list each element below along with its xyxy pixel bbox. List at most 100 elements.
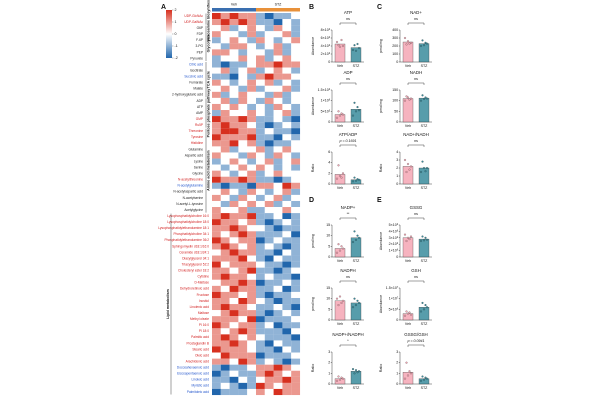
heat-cell: [282, 328, 292, 335]
row-label: Oleic acid: [195, 353, 209, 357]
heat-cell: [264, 328, 274, 335]
data-point: [356, 371, 359, 374]
heat-cell: [291, 134, 301, 141]
heat-cell: [282, 37, 292, 44]
heat-cell: [212, 237, 221, 244]
heat-cell: [282, 225, 292, 232]
colorbar-label: 1: [175, 20, 177, 24]
heat-cell: [212, 255, 221, 262]
heat-cell: [291, 364, 301, 371]
heat-cell: [264, 291, 274, 299]
data-point: [424, 304, 427, 307]
heat-cell: [256, 243, 265, 250]
data-point: [426, 167, 429, 170]
heat-cell: [256, 103, 265, 111]
heat-cell: [256, 231, 265, 238]
heat-cell: [220, 219, 230, 226]
data-point: [420, 379, 423, 382]
heat-cell: [282, 291, 292, 299]
heat-cell: [264, 388, 274, 396]
data-point: [337, 44, 340, 47]
heat-cell: [273, 388, 283, 396]
row-label: ADP: [196, 99, 203, 103]
heat-cell: [256, 382, 265, 389]
heat-cell: [238, 358, 248, 365]
heat-cell: [220, 358, 230, 365]
data-point: [426, 238, 429, 241]
heat-cell: [238, 352, 248, 359]
heat-cell: [247, 328, 257, 335]
data-point: [410, 235, 413, 238]
plot-title: ADP: [343, 70, 352, 75]
x-tick-label: STZ: [353, 64, 361, 68]
row-label: Lysophosphatidylethanolamine 18:1: [158, 226, 209, 230]
data-point: [352, 48, 355, 51]
x-tick-label: STZ: [353, 386, 361, 390]
bar: [334, 248, 346, 258]
heat-cell: [238, 279, 248, 286]
heat-cell: [247, 358, 257, 365]
heat-cell: [256, 194, 265, 202]
heat-cell: [220, 255, 230, 262]
data-point: [355, 179, 358, 182]
heat-cell: [212, 219, 221, 226]
row-label: F-6P: [196, 38, 203, 42]
bar: [334, 378, 346, 385]
y-tick-label: 0: [328, 255, 330, 259]
data-point: [340, 176, 343, 179]
heat-cell: [282, 346, 292, 353]
row-label: Serine: [194, 165, 203, 169]
heat-cell: [238, 370, 248, 377]
data-point: [336, 40, 339, 43]
y-tick-label: 1.5×10⁷: [386, 286, 399, 290]
heat-cell: [212, 370, 221, 377]
data-point: [353, 230, 356, 233]
panel-letter: A: [161, 4, 166, 11]
heat-cell: [282, 352, 292, 359]
heat-cell: [238, 37, 248, 44]
y-tick-label: 15: [326, 286, 330, 290]
heat-cell: [264, 346, 274, 353]
data-point: [336, 251, 339, 254]
x-tick-label: STZ: [421, 124, 429, 128]
data-point: [336, 116, 339, 119]
data-point: [358, 301, 361, 304]
heat-cell: [264, 219, 274, 226]
heat-cell: [291, 61, 301, 68]
heat-cell: [247, 97, 257, 105]
heat-cell: [282, 85, 292, 92]
heat-cell: [212, 231, 221, 238]
heat-cell: [264, 225, 274, 232]
heat-cell: [256, 91, 265, 98]
heat-cell: [212, 61, 221, 68]
bracket: [407, 280, 425, 283]
heat-cell: [212, 352, 221, 359]
panel-letter: C: [377, 4, 382, 11]
y-axis-label: pmol/mg: [379, 99, 383, 113]
row-label: G6P: [197, 26, 203, 30]
heat-cell: [273, 85, 283, 92]
heat-cell: [291, 255, 301, 262]
heat-cell: [264, 85, 274, 92]
data-point: [358, 46, 361, 49]
heat-cell: [282, 382, 292, 389]
data-point: [339, 45, 342, 48]
heat-cell: [256, 346, 265, 353]
heat-cell: [273, 146, 283, 153]
heat-cell: [264, 91, 274, 98]
data-point: [410, 165, 413, 168]
heat-cell: [273, 297, 283, 305]
row-label: N-acetylthreonine: [178, 178, 203, 182]
heat-cell: [229, 43, 239, 50]
heat-cell: [291, 146, 301, 153]
heat-cell: [291, 267, 301, 274]
heat-cell: [291, 322, 301, 329]
heat-cell: [229, 152, 239, 159]
heat-cell: [238, 170, 248, 177]
heat-cell: [264, 122, 274, 129]
heat-cell: [238, 200, 248, 208]
heat-cell: [212, 110, 221, 117]
heat-cell: [247, 207, 257, 214]
data-point: [342, 44, 345, 47]
heat-cell: [282, 122, 292, 129]
